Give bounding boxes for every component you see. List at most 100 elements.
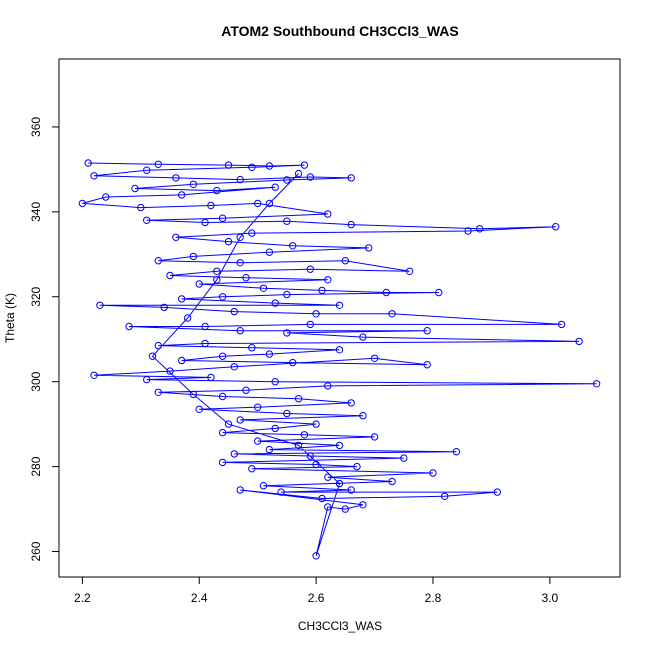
data-point — [271, 299, 279, 307]
y-tick-label: 340 — [29, 202, 43, 222]
data-point — [166, 367, 174, 375]
data-point — [242, 274, 250, 282]
data-point — [294, 441, 303, 450]
data-point — [236, 416, 244, 424]
data-point — [265, 162, 274, 170]
x-axis-label: CH3CCl3_WAS — [298, 619, 382, 633]
data-point — [236, 175, 244, 184]
data-point — [277, 488, 285, 496]
data-point — [242, 386, 250, 394]
data-point — [218, 392, 227, 401]
data-point — [189, 390, 198, 399]
data-point — [183, 314, 192, 322]
data-point — [248, 229, 256, 237]
data-point — [359, 333, 367, 341]
data-point — [178, 191, 186, 199]
data-point — [435, 288, 443, 297]
data-point — [131, 184, 139, 193]
data-point — [201, 339, 209, 348]
data-point — [306, 173, 314, 181]
data-point — [283, 176, 291, 184]
data-point — [148, 352, 157, 360]
x-tick-label: 3.0 — [542, 591, 559, 605]
data-point — [429, 469, 437, 477]
data-point — [370, 433, 379, 441]
data-point — [271, 424, 279, 433]
data-point — [154, 388, 163, 396]
data-point — [318, 494, 326, 503]
data-point — [178, 356, 186, 365]
data-point — [365, 244, 373, 252]
data-point — [90, 371, 98, 379]
data-point — [592, 380, 601, 388]
data-point — [306, 265, 314, 273]
data-point — [218, 428, 227, 437]
data-point — [370, 354, 379, 362]
data-point — [341, 505, 349, 513]
data-point — [172, 174, 180, 182]
x-tick-label: 2.4 — [191, 591, 208, 605]
data-point — [230, 363, 239, 371]
data-point — [236, 327, 244, 335]
data-point — [335, 479, 344, 488]
data-point — [324, 473, 332, 481]
data-point — [236, 486, 244, 494]
data-point — [178, 295, 186, 303]
data-point — [347, 174, 355, 182]
data-point — [441, 492, 449, 500]
data-point — [207, 373, 215, 382]
data-point — [359, 501, 367, 509]
data-point — [254, 403, 262, 411]
plot-frame — [58, 58, 621, 578]
data-point — [248, 344, 256, 352]
data-point — [143, 216, 151, 225]
data-point — [160, 303, 168, 312]
data-point — [359, 412, 367, 420]
data-point — [230, 450, 239, 458]
data-point — [218, 293, 227, 301]
data-point — [283, 217, 291, 225]
data-point — [166, 271, 174, 280]
data-point — [195, 280, 203, 288]
data-point — [341, 257, 349, 265]
data-point — [236, 233, 244, 242]
data-point — [154, 160, 163, 169]
data-point — [254, 199, 262, 208]
data-point — [265, 445, 274, 454]
y-tick-label: 300 — [29, 371, 43, 391]
x-axis: 2.2 2.4 2.6 2.8 3.0 — [74, 577, 559, 605]
data-point — [143, 166, 151, 174]
data-point — [84, 159, 92, 167]
data-point — [189, 252, 198, 261]
data-point — [259, 482, 268, 490]
chart-title: ATOM2 Southbound CH3CCl3_WAS — [221, 23, 458, 39]
y-tick-label: 280 — [29, 456, 43, 476]
data-point — [353, 462, 361, 471]
data-point — [423, 361, 431, 369]
data-point — [493, 488, 501, 496]
data-point — [318, 286, 326, 295]
data-point — [78, 199, 87, 208]
x-tick-label: 2.2 — [74, 591, 91, 605]
data-point — [306, 320, 314, 329]
data-point — [218, 352, 227, 360]
data-point — [335, 301, 344, 309]
y-axis: 260 280 300 320 340 360 — [29, 117, 59, 562]
data-point — [154, 257, 163, 265]
data-point — [388, 310, 396, 318]
data-point — [248, 465, 256, 473]
data-point — [300, 161, 309, 169]
data-point — [195, 405, 203, 413]
data-point — [347, 220, 355, 229]
y-axis-label: Theta (K) — [3, 293, 17, 343]
data-point — [218, 458, 227, 467]
data-point — [335, 346, 344, 354]
data-point — [452, 448, 461, 456]
data-point — [423, 327, 431, 335]
data-point — [154, 341, 163, 350]
data-point — [324, 276, 332, 284]
data-point — [143, 375, 151, 384]
data-point — [335, 441, 344, 450]
